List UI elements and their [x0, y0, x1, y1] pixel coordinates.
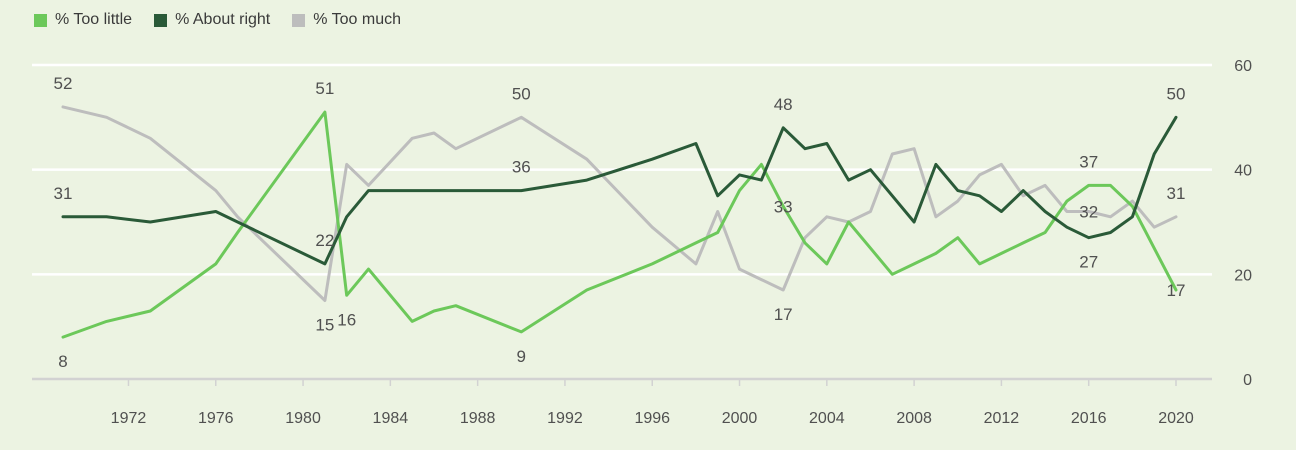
data-label-1981-22: 22: [315, 231, 334, 250]
x-tick-label-2020: 2020: [1158, 410, 1194, 427]
x-tick-label-2004: 2004: [809, 410, 845, 427]
data-label-2020-31: 31: [1167, 184, 1186, 203]
legend-item-about-right: % About right: [154, 11, 270, 29]
data-label-1969-31: 31: [54, 184, 73, 203]
series-line-about_right: [61, 115, 1178, 266]
chart-legend: % Too little % About right % Too much: [34, 11, 401, 29]
legend-label-too-little: % Too little: [55, 11, 133, 28]
series-line-too_much: [61, 105, 1178, 302]
x-tick-label-1996: 1996: [634, 410, 670, 427]
data-label-2016-37: 37: [1079, 152, 1098, 171]
y-tick-label-60: 60: [1234, 58, 1252, 75]
data-label-1981-15: 15: [315, 316, 334, 335]
x-tick-label-1984: 1984: [373, 410, 409, 427]
data-label-2016-27: 27: [1079, 253, 1098, 272]
data-label-1990-50: 50: [512, 84, 531, 103]
data-label-2020-17: 17: [1167, 281, 1186, 300]
y-tick-label-0: 0: [1243, 372, 1252, 389]
series-line-too_little: [61, 110, 1178, 339]
x-tick-label-2016: 2016: [1071, 410, 1107, 427]
x-tick-label-1992: 1992: [547, 410, 583, 427]
data-label-1982-16: 16: [337, 310, 356, 329]
legend-swatch-about-right: [154, 13, 168, 27]
data-label-2002-48: 48: [774, 95, 793, 114]
data-label-1981-51: 51: [315, 79, 334, 98]
x-tick-label-1976: 1976: [198, 410, 234, 427]
y-tick-label-40: 40: [1234, 163, 1252, 180]
data-label-2002-33: 33: [774, 197, 793, 216]
legend-label-about-right: % About right: [175, 11, 271, 28]
legend-swatch-too-little: [34, 13, 47, 27]
legend-item-too-much: % Too much: [292, 11, 401, 29]
x-tick-label-1980: 1980: [285, 410, 321, 427]
data-label-1969-8: 8: [58, 352, 67, 371]
x-tick-label-1972: 1972: [111, 410, 147, 427]
x-tick-label-1988: 1988: [460, 410, 496, 427]
legend-label-too-much: % Too much: [313, 11, 401, 28]
data-label-2020-50: 50: [1167, 84, 1186, 103]
x-tick-label-2000: 2000: [722, 410, 758, 427]
x-tick-label-2012: 2012: [984, 410, 1020, 427]
data-label-1969-52: 52: [54, 74, 73, 93]
data-label-2016-32: 32: [1079, 203, 1098, 222]
x-tick-label-2008: 2008: [896, 410, 932, 427]
data-label-1990-9: 9: [517, 347, 526, 366]
legend-swatch-too-much: [292, 13, 306, 27]
legend-item-too-little: % Too little: [34, 11, 132, 29]
data-label-1990-36: 36: [512, 158, 531, 177]
y-tick-label-20: 20: [1234, 267, 1252, 284]
data-label-2002-17: 17: [774, 305, 793, 324]
